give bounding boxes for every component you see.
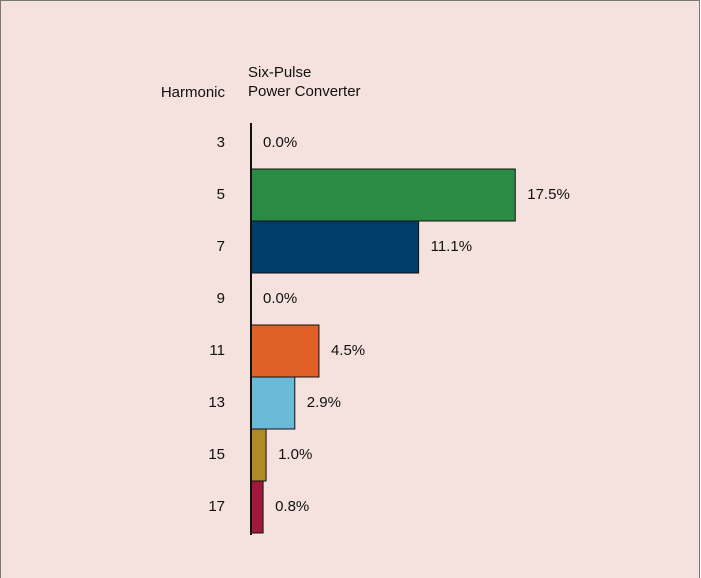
category-label: 17	[208, 498, 225, 515]
value-label: 17.5%	[527, 186, 570, 203]
value-label: 2.9%	[307, 394, 341, 411]
value-label: 11.1%	[431, 238, 472, 255]
bar	[250, 376, 296, 430]
bar	[250, 428, 267, 482]
value-header: Six-Pulse	[248, 64, 311, 81]
bar	[250, 480, 264, 534]
value-label: 0.0%	[263, 290, 297, 307]
value-label: 0.0%	[263, 134, 297, 151]
value-label: 4.5%	[331, 342, 365, 359]
category-label: 7	[217, 238, 225, 255]
category-label: 13	[208, 394, 225, 411]
category-label: 15	[208, 446, 225, 463]
value-label: 1.0%	[278, 446, 312, 463]
category-label: 3	[217, 134, 225, 151]
bar	[250, 168, 516, 222]
value-label: 0.8%	[275, 498, 309, 515]
category-label: 11	[209, 342, 225, 359]
bar	[250, 220, 420, 274]
value-header: Power Converter	[248, 83, 361, 100]
category-label: 9	[217, 290, 225, 307]
bar	[250, 324, 320, 378]
category-header: Harmonic	[161, 84, 226, 101]
category-label: 5	[217, 186, 225, 203]
